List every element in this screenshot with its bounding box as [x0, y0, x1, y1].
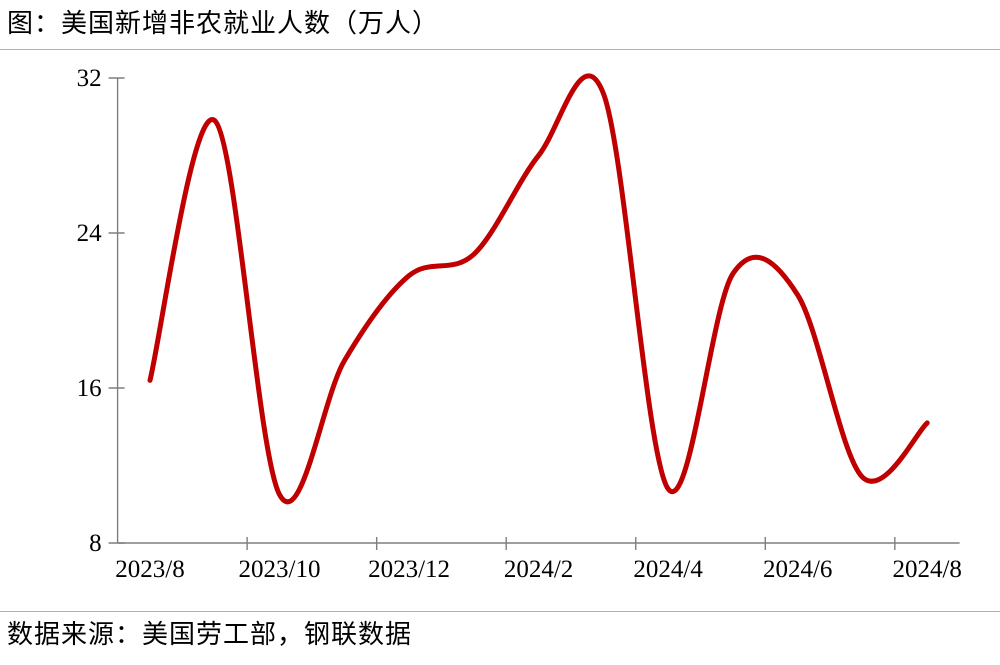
x-axis-label: 2024/4 — [633, 556, 703, 583]
y-axis-label: 24 — [77, 220, 103, 247]
data-series-line — [147, 73, 930, 505]
x-axis-label: 2024/8 — [892, 556, 961, 583]
data-source-note: 数据来源：美国劳工部，钢联数据 — [7, 620, 413, 649]
x-axis-label: 2023/8 — [115, 556, 184, 583]
x-axis-label: 2023/10 — [239, 556, 321, 583]
x-axis-label: 2024/6 — [763, 556, 832, 583]
x-axis-label: 2024/2 — [504, 556, 573, 583]
y-axis-label: 32 — [77, 65, 102, 92]
chart-title: 图：美国新增非农就业人数（万人） — [7, 9, 440, 38]
y-axis-label: 16 — [77, 375, 102, 402]
y-axis-label: 8 — [89, 530, 102, 557]
footer-divider — [0, 611, 1000, 612]
x-axis-label: 2023/12 — [368, 556, 450, 583]
title-divider — [0, 49, 1000, 50]
